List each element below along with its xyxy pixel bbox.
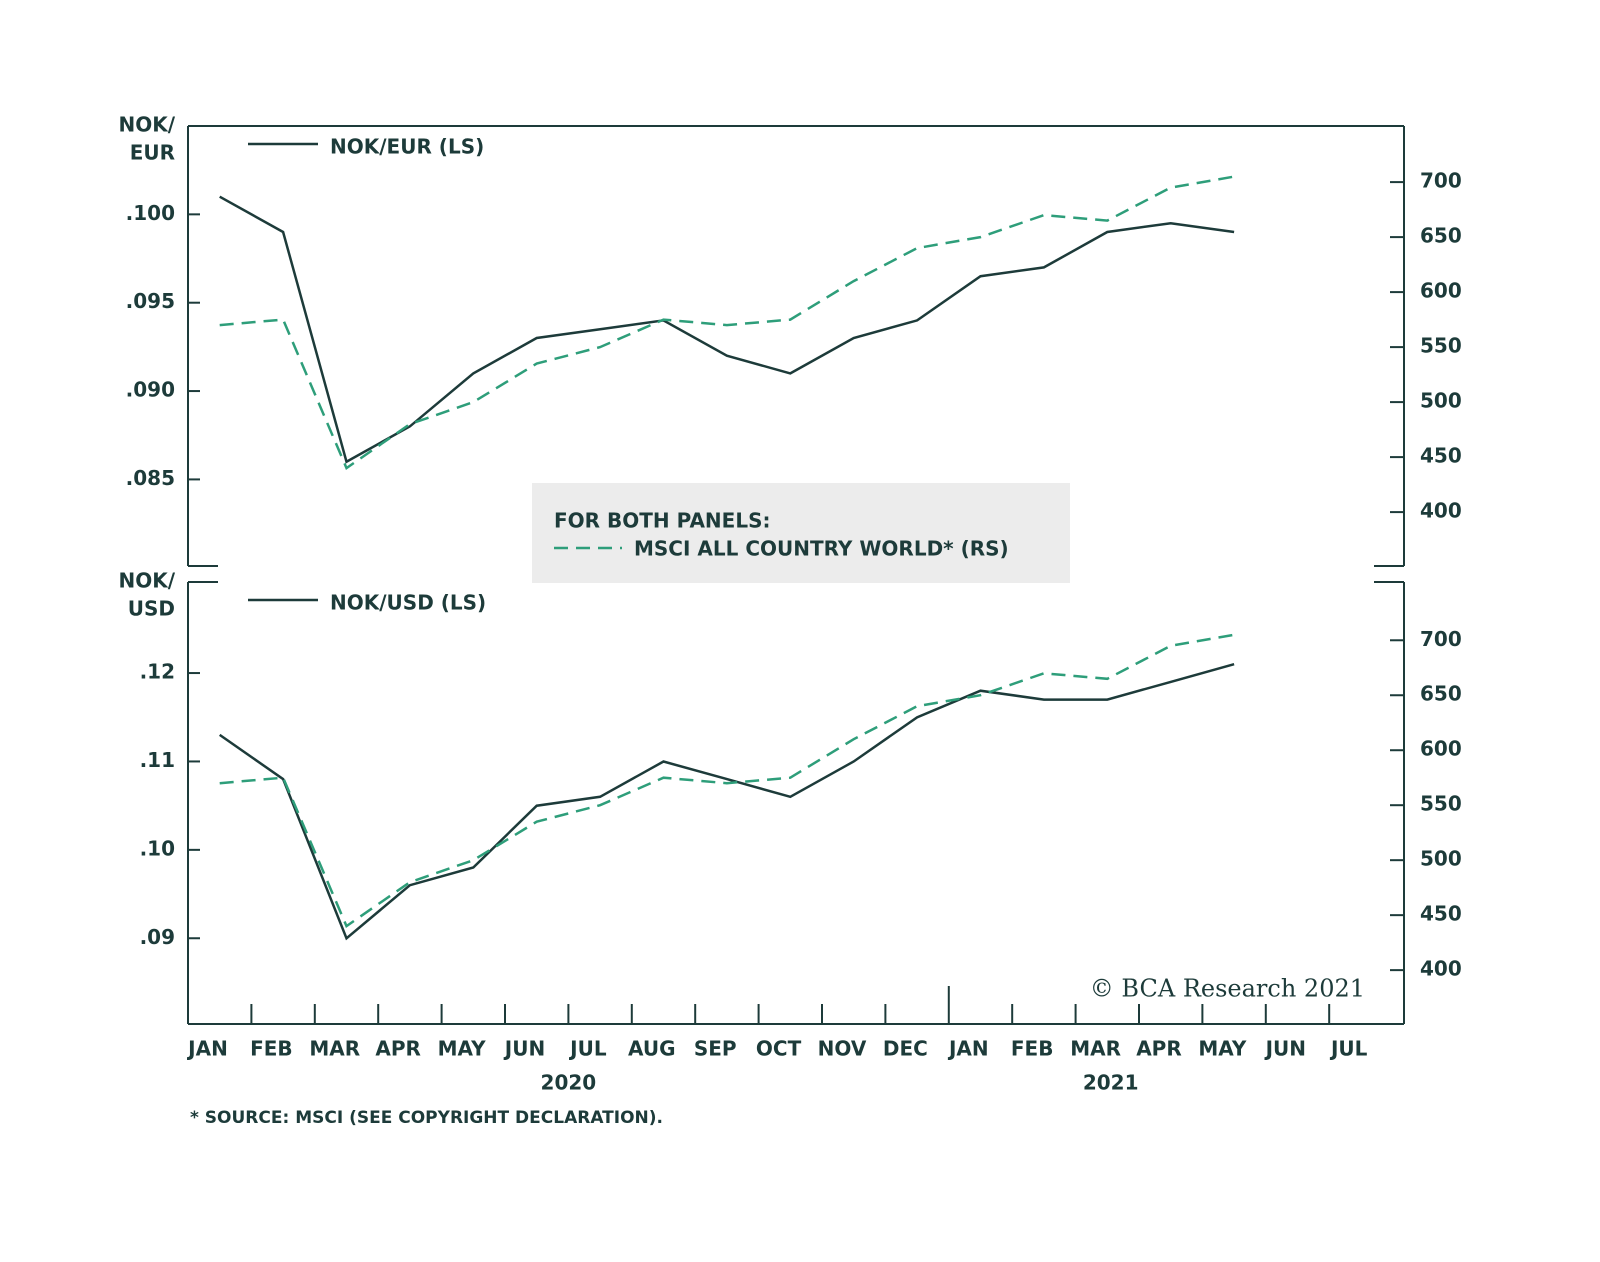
x-tick-label: MAY: [1198, 1037, 1246, 1061]
y-tick-label: .100: [126, 201, 175, 225]
footnote: * SOURCE: MSCI (SEE COPYRIGHT DECLARATIO…: [190, 1108, 663, 1128]
x-tick-label: OCT: [756, 1037, 802, 1061]
x-tick-label: JAN: [947, 1037, 989, 1061]
y2-tick-label: 550: [1420, 334, 1462, 358]
y-axis-label: USD: [128, 597, 175, 621]
series-line: [219, 195, 1235, 464]
y2-tick-label: 550: [1420, 792, 1462, 816]
y2-tick-label: 450: [1420, 902, 1462, 926]
legend-label: MSCI ALL COUNTRY WORLD* (RS): [634, 537, 1009, 561]
x-tick-label: JUL: [568, 1037, 607, 1061]
y-axis-label: EUR: [130, 141, 175, 165]
year-label: 2020: [541, 1071, 597, 1095]
legend-label: NOK/EUR (LS): [330, 135, 484, 159]
y2-tick-label: 650: [1420, 224, 1462, 248]
y2-tick-label: 450: [1420, 444, 1462, 468]
x-tick-label: DEC: [883, 1037, 928, 1061]
y-tick-label: .12: [140, 660, 175, 684]
y2-tick-label: 650: [1420, 682, 1462, 706]
y2-tick-label: 500: [1420, 847, 1462, 871]
x-tick-label: MAR: [1070, 1037, 1121, 1061]
y-tick-label: .11: [140, 748, 175, 772]
year-label: 2021: [1083, 1071, 1139, 1095]
x-tick-label: JUN: [1264, 1037, 1306, 1061]
y-tick-label: .095: [126, 289, 175, 313]
legend-label: NOK/USD (LS): [330, 591, 486, 615]
legend-title: FOR BOTH PANELS:: [554, 509, 770, 533]
watermark: © BCA Research 2021: [1090, 975, 1365, 1003]
y2-tick-label: 600: [1420, 279, 1462, 303]
y2-tick-label: 500: [1420, 389, 1462, 413]
x-tick-label: MAR: [309, 1037, 360, 1061]
series-line: [219, 633, 1235, 928]
x-tick-label: SEP: [694, 1037, 737, 1061]
series-line: [218, 662, 1235, 941]
x-tick-label: APR: [375, 1037, 421, 1061]
series-line: [219, 175, 1235, 471]
y2-tick-label: 600: [1420, 737, 1462, 761]
y-axis-label: NOK/: [118, 113, 175, 137]
x-tick-label: JAN: [186, 1037, 228, 1061]
x-tick-label: FEB: [1011, 1037, 1054, 1061]
x-tick-label: APR: [1136, 1037, 1182, 1061]
x-tick-label: FEB: [250, 1037, 293, 1061]
y-tick-label: .10: [140, 836, 175, 860]
y2-tick-label: 400: [1420, 957, 1462, 981]
y-axis-label: NOK/: [118, 569, 175, 593]
x-tick-label: MAY: [438, 1037, 486, 1061]
x-tick-label: AUG: [628, 1037, 676, 1061]
x-tick-label: NOV: [818, 1037, 867, 1061]
y-tick-label: .09: [140, 925, 175, 949]
y-tick-label: .090: [126, 378, 175, 402]
y-tick-label: .085: [126, 466, 175, 490]
y2-tick-label: 700: [1420, 169, 1462, 193]
x-tick-label: JUL: [1329, 1037, 1368, 1061]
y2-tick-label: 700: [1420, 627, 1462, 651]
x-tick-label: JUN: [503, 1037, 545, 1061]
y2-tick-label: 400: [1420, 499, 1462, 523]
legend-box: [532, 483, 1070, 583]
